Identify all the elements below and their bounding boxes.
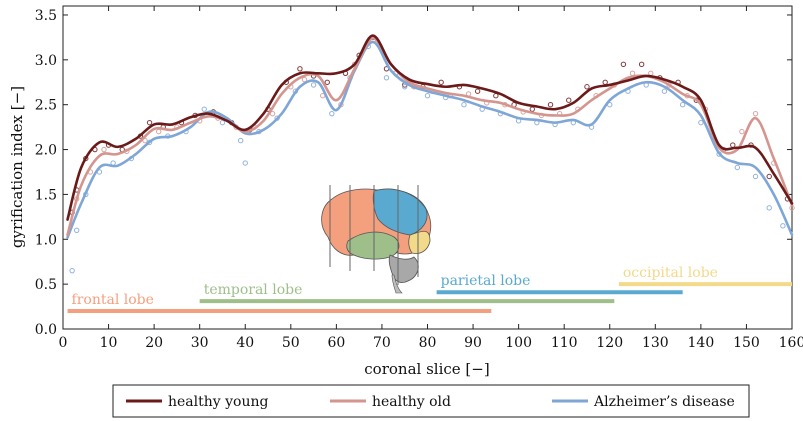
scatter-point [424,93,431,99]
scatter-point [766,205,772,211]
scatter-point [679,101,686,108]
scatter-point [310,82,317,88]
scatter-point [324,79,330,85]
scatter-point [780,223,786,229]
scatter-point [142,137,148,144]
y-tick-label: 0.0 [35,322,57,338]
scatter-point [329,110,335,117]
x-tick-label: 100 [505,335,532,351]
x-tick-label: 160 [779,335,803,351]
series-line-young [66,34,794,221]
x-tick-label: 50 [282,335,300,351]
scatter-point [566,97,572,103]
scatter-point [730,142,736,148]
scatter-point [219,119,226,126]
legend-label-ad: Alzheimer’s disease [593,394,735,410]
x-tick-label: 20 [145,335,163,351]
x-tick-label: 120 [596,335,623,351]
x-tick-label: 0 [59,335,68,351]
legend-label-young: healthy young [168,394,268,410]
x-tick-label: 140 [688,335,715,351]
scatter-point [766,173,772,180]
scatter-point [146,119,153,126]
scatter-points [69,34,795,274]
brain-icon [321,185,432,294]
lobe-label-frontal: frontal lobe [72,292,154,308]
x-tick-label: 150 [733,335,760,351]
scatter-point [69,267,75,274]
x-tick-label: 60 [327,335,345,351]
x-tick-label: 70 [373,335,391,351]
scatter-point [602,79,608,85]
scatter-point [301,76,308,83]
x-tick-label: 130 [642,335,669,351]
scatter-point [739,128,745,135]
scatter-point [547,101,554,108]
scatter-point [155,128,162,135]
x-tick-label: 10 [100,335,118,351]
x-tick-label: 110 [551,335,578,351]
y-tick-label: 3.0 [35,53,57,69]
scatter-point [297,66,303,72]
x-ticks: 0 10 20 30 40 50 60 70 80 90 100 110 120 130 140 150 160 [59,6,803,351]
lobe-label-temporal: temporal lobe [204,282,303,298]
y-tick-label: 0.5 [35,277,57,293]
x-tick-label: 80 [419,335,437,351]
lobe-label-occipital: occipital lobe [623,265,718,281]
lobe-annotations: frontal lobe temporal lobe parietal lobe… [67,265,792,314]
y-tick-label: 1.0 [35,232,57,248]
scatter-point [661,88,668,94]
scatter-point [242,160,248,166]
legend-label-old: healthy old [372,394,451,410]
scatter-point [752,110,759,117]
scatter-point [638,61,645,68]
scatter-point [101,146,107,153]
scatter-point [383,75,390,81]
y-tick-label: 2.5 [35,98,57,114]
x-tick-label: 40 [236,335,254,351]
scatter-point [529,106,535,112]
y-axis-label: gyrification index [−] [8,86,26,248]
y-tick-label: 2.0 [35,143,57,159]
scatter-point [474,88,481,94]
legend-box [112,384,750,418]
scatter-point [734,164,741,171]
y-tick-label: 1.5 [35,187,57,203]
scatter-point [752,173,759,180]
y-ticks: 0.0 0.5 1.0 1.5 2.0 2.5 3.0 3.5 [35,8,792,338]
scatter-point [237,137,244,144]
series-lines [66,34,794,239]
scatter-point [461,101,467,108]
scatter-point [402,84,408,90]
scatter-point [73,227,80,234]
x-tick-label: 30 [191,335,209,351]
legend: healthy young healthy old Alzheimer’s di… [112,384,750,418]
series-line-old [66,37,794,237]
y-tick-label: 3.5 [35,8,57,24]
x-tick-label: 90 [464,335,482,351]
series-line-ad [66,40,794,239]
scatter-point [584,84,590,90]
scatter-point [438,79,444,85]
lobe-label-parietal: parietal lobe [441,273,531,289]
scatter-point [620,61,627,68]
scatter-point [629,70,636,76]
scatter-point [201,106,207,112]
x-axis-label: coronal slice [−] [364,360,489,378]
scatter-point [698,119,704,126]
